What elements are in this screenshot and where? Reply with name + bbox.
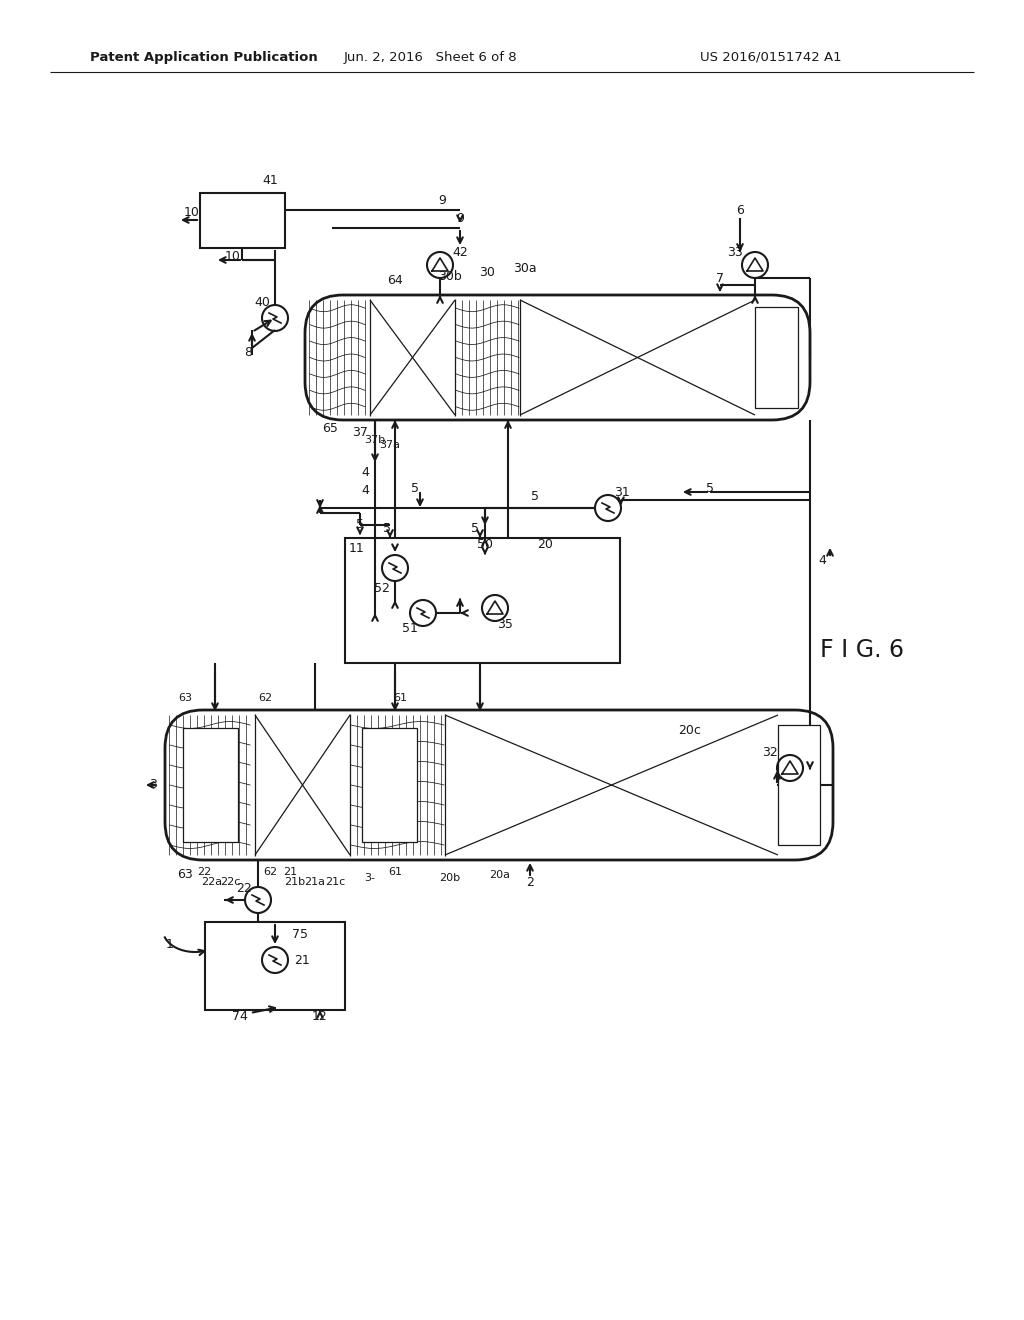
Text: 5: 5 [356,519,364,532]
Bar [183,729,238,842]
Text: Jun. 2, 2016   Sheet 6 of 8: Jun. 2, 2016 Sheet 6 of 8 [343,50,517,63]
Bar [778,725,820,845]
Text: 32: 32 [762,746,778,759]
Text: 4: 4 [361,483,369,496]
Text: US 2016/0151742 A1: US 2016/0151742 A1 [700,50,842,63]
Text: 9: 9 [456,211,464,224]
Text: 37a: 37a [380,440,400,450]
Bar [200,193,285,248]
Text: 21a: 21a [304,876,326,887]
Bar [755,308,798,408]
Text: 7: 7 [716,272,724,285]
Text: Patent Application Publication: Patent Application Publication [90,50,317,63]
Text: 10: 10 [184,206,200,219]
Text: 65: 65 [323,421,338,434]
Text: 3-: 3- [365,873,376,883]
Text: 22a: 22a [202,876,222,887]
Text: 64: 64 [387,273,402,286]
Text: 20: 20 [537,539,553,552]
Text: 30a: 30a [513,261,537,275]
Text: 63: 63 [178,693,193,704]
Text: 3: 3 [150,779,157,792]
Text: 21: 21 [294,953,310,966]
Text: 33: 33 [727,246,742,259]
Text: 5: 5 [531,490,539,503]
Text: 4: 4 [361,466,369,479]
Text: 21c: 21c [325,876,345,887]
Text: 5: 5 [706,482,714,495]
Bar [205,921,345,1010]
Text: 74: 74 [232,1011,248,1023]
Text: 10: 10 [225,251,241,264]
Text: 61: 61 [388,867,402,876]
Text: 40: 40 [254,296,270,309]
Text: 2: 2 [526,875,534,888]
Text: 20c: 20c [679,723,701,737]
Text: 37b: 37b [365,436,386,445]
Text: 20b: 20b [439,873,461,883]
Text: 9: 9 [438,194,445,206]
Text: 52: 52 [374,582,390,594]
Text: 5: 5 [383,521,391,535]
Text: 21: 21 [283,867,297,876]
Text: 37: 37 [352,426,368,440]
Text: 5: 5 [411,482,419,495]
Text: 22: 22 [237,882,252,895]
Text: 75: 75 [292,928,308,941]
Text: 8: 8 [244,346,252,359]
Text: 63: 63 [177,869,193,882]
Bar [345,539,620,663]
Text: 31: 31 [614,487,630,499]
FancyBboxPatch shape [165,710,833,861]
Text: 61: 61 [393,693,407,704]
Text: 5: 5 [471,521,479,535]
Text: 11: 11 [349,541,365,554]
Text: F I G. 6: F I G. 6 [820,638,904,663]
Text: 21b: 21b [285,876,305,887]
Text: 22: 22 [197,867,211,876]
Text: 20a: 20a [489,870,511,880]
Bar [362,729,417,842]
Text: 51: 51 [402,622,418,635]
Text: 30: 30 [479,265,495,279]
Text: 62: 62 [258,693,272,704]
Text: 42: 42 [453,246,468,259]
FancyBboxPatch shape [305,294,810,420]
Text: 4: 4 [818,553,826,566]
Text: 12: 12 [312,1011,328,1023]
Text: 1: 1 [166,939,174,952]
Text: 30b: 30b [438,269,462,282]
Text: 50: 50 [477,539,493,552]
Text: 41: 41 [262,173,278,186]
Text: 62: 62 [263,867,278,876]
Text: 35: 35 [497,619,513,631]
Text: 22c: 22c [220,876,241,887]
Text: 6: 6 [736,203,744,216]
